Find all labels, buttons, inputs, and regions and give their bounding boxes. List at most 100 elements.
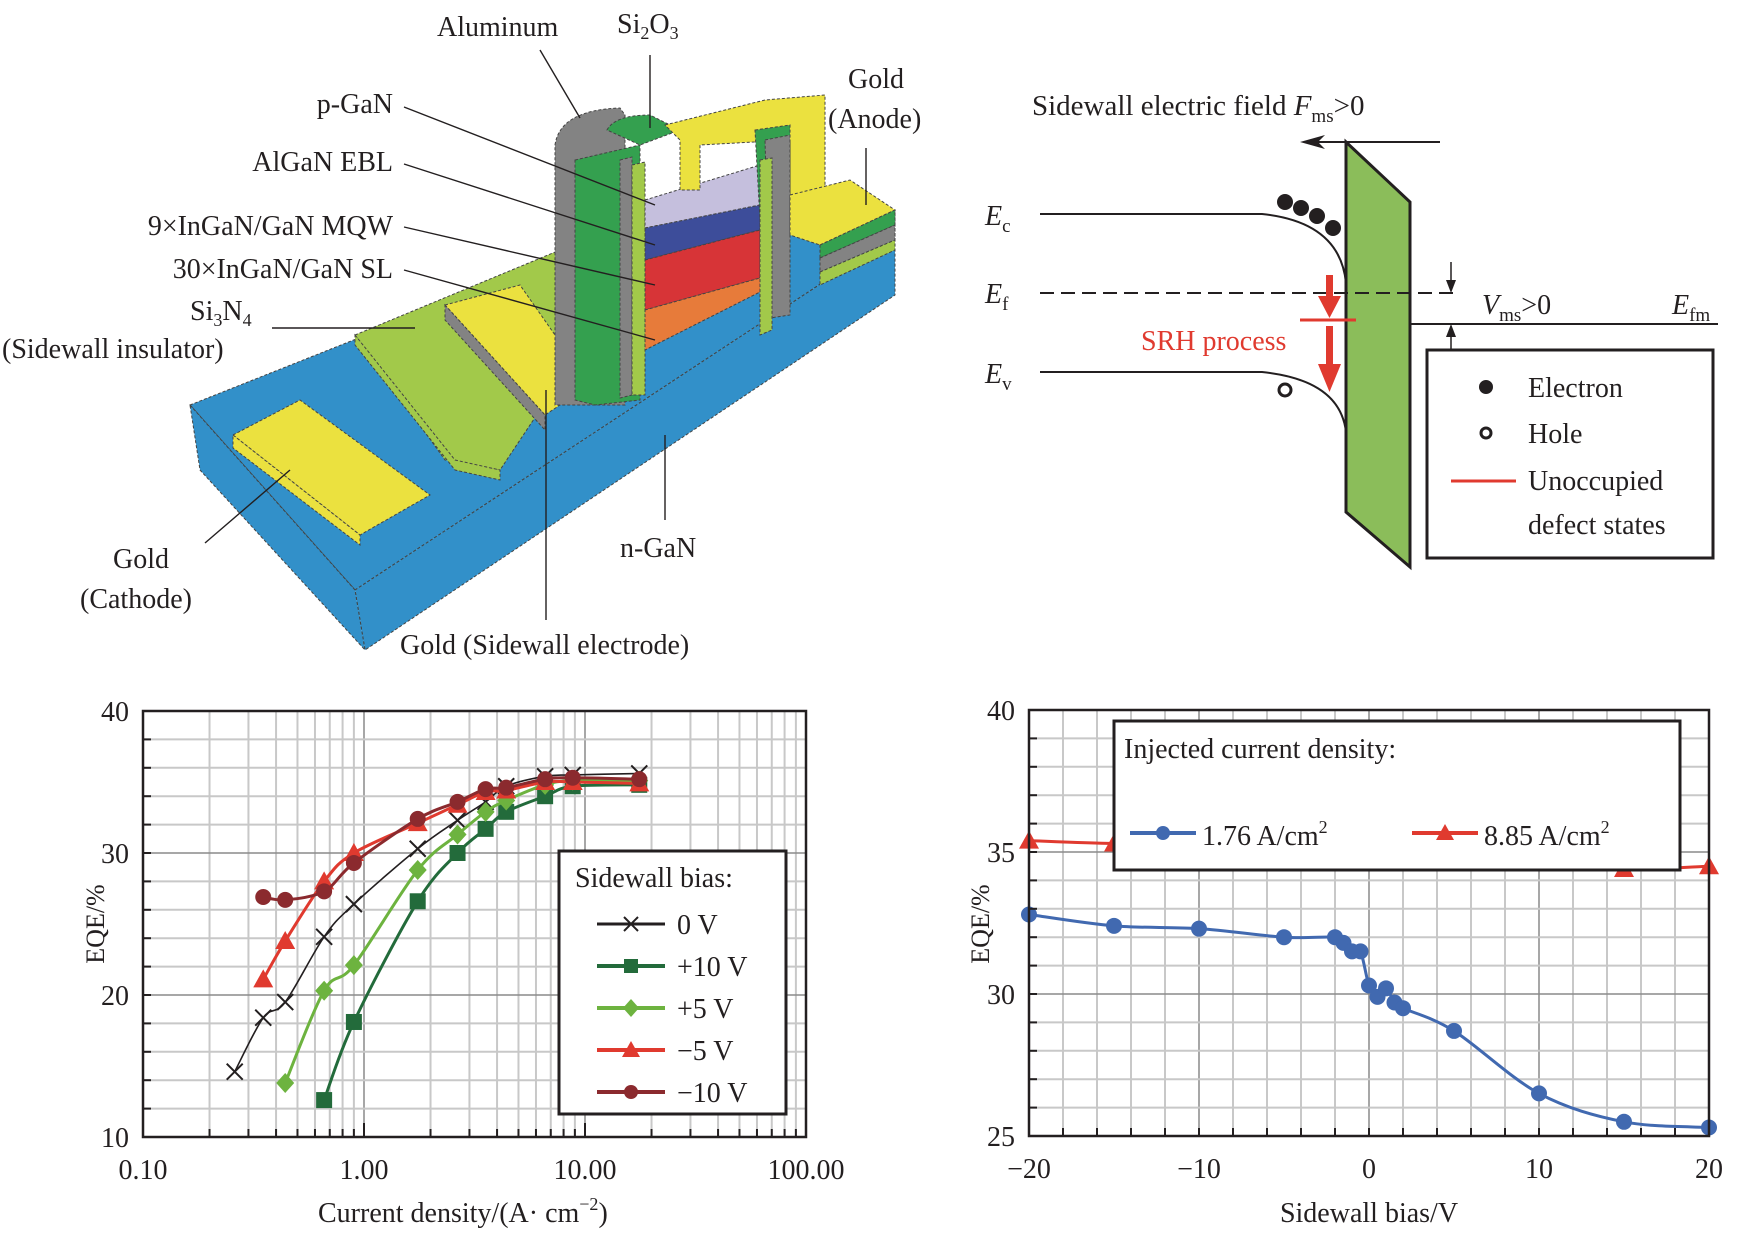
data-point: [1106, 917, 1122, 934]
x-tick-label: 1.00: [340, 1155, 389, 1186]
data-point: [476, 801, 495, 822]
label-gold-cathode-1: Gold: [113, 544, 169, 575]
electron: [1277, 194, 1293, 210]
data-point: [315, 980, 334, 1001]
chart-right-xlabel: Sidewall bias/V: [1280, 1198, 1458, 1229]
leader-mqw: [403, 226, 656, 286]
data-point: [1378, 980, 1394, 997]
data-point: [1446, 1022, 1462, 1039]
x-tick-label: 0.10: [119, 1155, 168, 1186]
label-mqw: 9×InGaN/GaN MQW: [148, 211, 394, 242]
label-gold-anode-1: Gold: [848, 64, 904, 95]
legend-marker: [1436, 824, 1454, 840]
legend-label: +10 V: [677, 952, 748, 983]
chart-left-ylabel: EQE/%: [81, 884, 110, 963]
data-point: [1395, 1000, 1411, 1017]
label-gold-sidewall: Gold (Sidewall electrode): [400, 630, 689, 661]
y-tick-label: 30: [101, 839, 129, 870]
legend-label: −10 V: [677, 1078, 748, 1109]
label-n-gan: n-GaN: [620, 533, 696, 564]
data-point: [343, 843, 364, 861]
si3n4-ledge: [354, 333, 501, 481]
data-point: [409, 840, 427, 858]
srh-arrow-bottom-head: [1318, 364, 1341, 392]
y-tick-label: 40: [101, 697, 129, 728]
label-algan-ebl: AlGaN EBL: [252, 147, 393, 178]
leader-algan-ebl: [403, 163, 656, 246]
ev-label: Ev: [984, 359, 1012, 395]
insulator-barrier: [1344, 138, 1412, 571]
legend-defect-label-2: defect states: [1528, 510, 1666, 541]
srh-arrow-top-shaft: [1326, 275, 1333, 297]
vms-label: Vms>0: [1482, 290, 1551, 326]
band-legend: Electron Hole Unoccupied defect states: [1425, 348, 1715, 560]
data-point: [226, 1062, 244, 1081]
x-tick-label: 10.00: [554, 1155, 617, 1186]
legend-label: −5 V: [677, 1036, 734, 1067]
field-arrow-head: [1300, 135, 1325, 149]
data-point: [345, 895, 363, 913]
data-point: [275, 931, 296, 950]
data-point: [498, 779, 515, 796]
srh-label: SRH process: [1141, 326, 1286, 357]
anode-ledge-insulator: [759, 157, 773, 336]
data-point: [316, 883, 333, 900]
legend-marker: [623, 916, 639, 932]
data-point: [448, 811, 467, 830]
srh-arrow-top-head: [1318, 296, 1341, 318]
band-title: Sidewall electric field Fms>0: [1032, 90, 1364, 127]
legend-hole-icon: [1479, 426, 1493, 440]
data-point: [564, 769, 581, 786]
label-gold-anode-2: (Anode): [828, 104, 921, 135]
legend-marker: [624, 959, 638, 973]
chart-left-legend-title: Sidewall bias:: [575, 863, 733, 894]
leader-p-gan: [403, 106, 656, 206]
device-3d-model: [189, 94, 897, 652]
chart-right-legend-box: [1112, 719, 1682, 872]
chart-left-frame: [141, 709, 808, 1139]
ev-band: [1040, 371, 1347, 433]
legend-hole-label: Hole: [1528, 419, 1582, 450]
data-point: [537, 771, 554, 788]
data-point: [1531, 1085, 1547, 1102]
data-point: [408, 860, 427, 881]
data-point: [254, 1009, 272, 1027]
leader-gold-cathode: [204, 469, 291, 544]
data-point: [276, 1073, 295, 1094]
y-tick-label: 40: [987, 696, 1015, 727]
electron: [1309, 208, 1325, 224]
data-point: [1352, 943, 1369, 960]
x-tick-label: 20: [1695, 1154, 1723, 1185]
band-legend-box: [1425, 348, 1715, 560]
label-si2o3: Si2O3: [617, 9, 679, 43]
label-si3n4: Si3N4: [190, 296, 252, 330]
label-sidewall-insulator: (Sidewall insulator): [2, 334, 224, 365]
structure-labels: Aluminum Si2O3 Gold (Anode) p-GaN AlGaN …: [2, 9, 921, 661]
legend-marker: [623, 999, 639, 1017]
data-point: [345, 854, 362, 871]
gold-cathode-pad-edge: [232, 433, 361, 547]
data-point: [449, 845, 466, 861]
chart-left-series: [226, 764, 650, 1109]
chart-right-ylabel: EQE/%: [966, 884, 995, 963]
x-tick-label: −20: [1007, 1154, 1051, 1185]
data-point: [344, 955, 363, 976]
chart-right-legend-title: Injected current density:: [1124, 734, 1396, 765]
legend-label: +5 V: [677, 994, 734, 1025]
data-point: [255, 889, 272, 906]
data-point: [316, 1092, 333, 1109]
data-point: [1361, 977, 1377, 994]
legend-electron-label: Electron: [1528, 373, 1623, 404]
series--10-V: [255, 769, 648, 908]
legend-marker: [622, 1041, 640, 1057]
n-gan-substrate-left: [189, 403, 366, 652]
data-point: [1276, 929, 1292, 946]
legend-marker: [624, 1085, 638, 1099]
ef-label: Ef: [984, 279, 1009, 315]
data-point: [409, 893, 426, 910]
legend-marker: [1156, 826, 1170, 840]
y-tick-label: 30: [987, 980, 1015, 1011]
